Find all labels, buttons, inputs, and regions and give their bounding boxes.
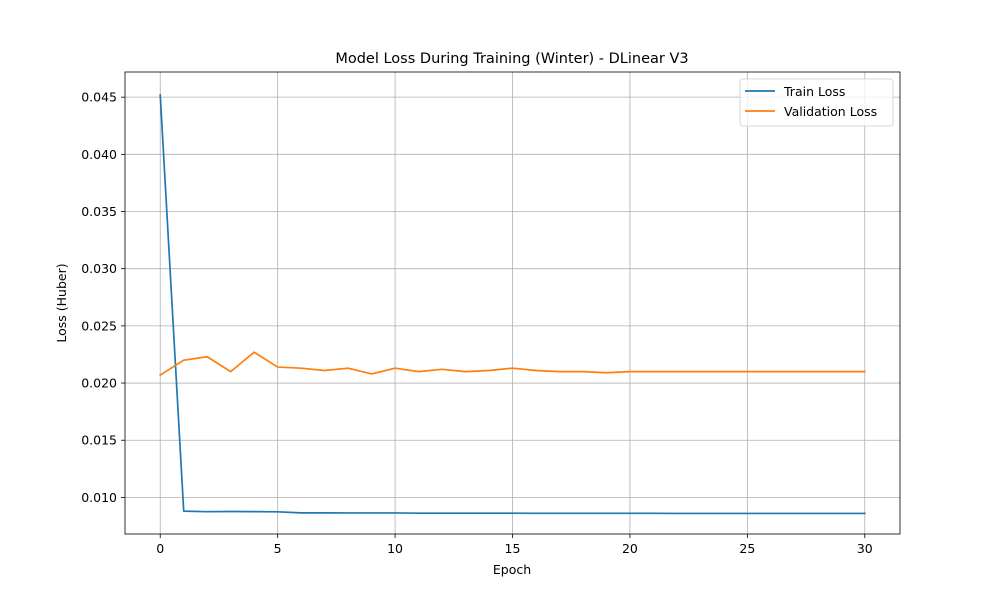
legend-box: [739, 78, 894, 127]
x-tick-label: 0: [156, 541, 164, 556]
x-axis-ticks: 0 5 10 15 20 25 30: [156, 534, 873, 556]
y-tick-label: 0.045: [81, 90, 117, 105]
chart-title: Model Loss During Training (Winter) - DL…: [335, 51, 688, 67]
y-tick-label: 0.035: [81, 204, 117, 219]
x-tick-label: 20: [622, 541, 638, 556]
x-tick-label: 30: [857, 541, 873, 556]
y-tick-label: 0.025: [81, 318, 117, 333]
y-tick-label: 0.010: [81, 490, 117, 505]
y-tick-label: 0.015: [81, 433, 117, 448]
grid: [125, 72, 900, 534]
y-tick-label: 0.030: [81, 261, 117, 276]
legend-label-validation: Validation Loss: [784, 104, 877, 119]
validation-loss-line: [159, 351, 866, 377]
y-axis-ticks: 0.010 0.015 0.020 0.025 0.030 0.035 0.040 0.045: [81, 90, 125, 505]
x-tick-label: 5: [274, 541, 282, 556]
x-axis-label: Epoch: [493, 562, 531, 577]
x-tick-label: 15: [505, 541, 521, 556]
y-axis-label: Loss (Huber): [54, 263, 69, 342]
legend: Train Loss Validation Loss: [739, 78, 894, 127]
legend-label-train: Train Loss: [783, 84, 845, 99]
x-tick-label: 25: [739, 541, 755, 556]
train-loss-line: [159, 93, 866, 515]
series-lines: [159, 93, 866, 515]
x-tick-label: 10: [387, 541, 403, 556]
y-tick-label: 0.040: [81, 147, 117, 162]
y-tick-label: 0.020: [81, 376, 117, 391]
